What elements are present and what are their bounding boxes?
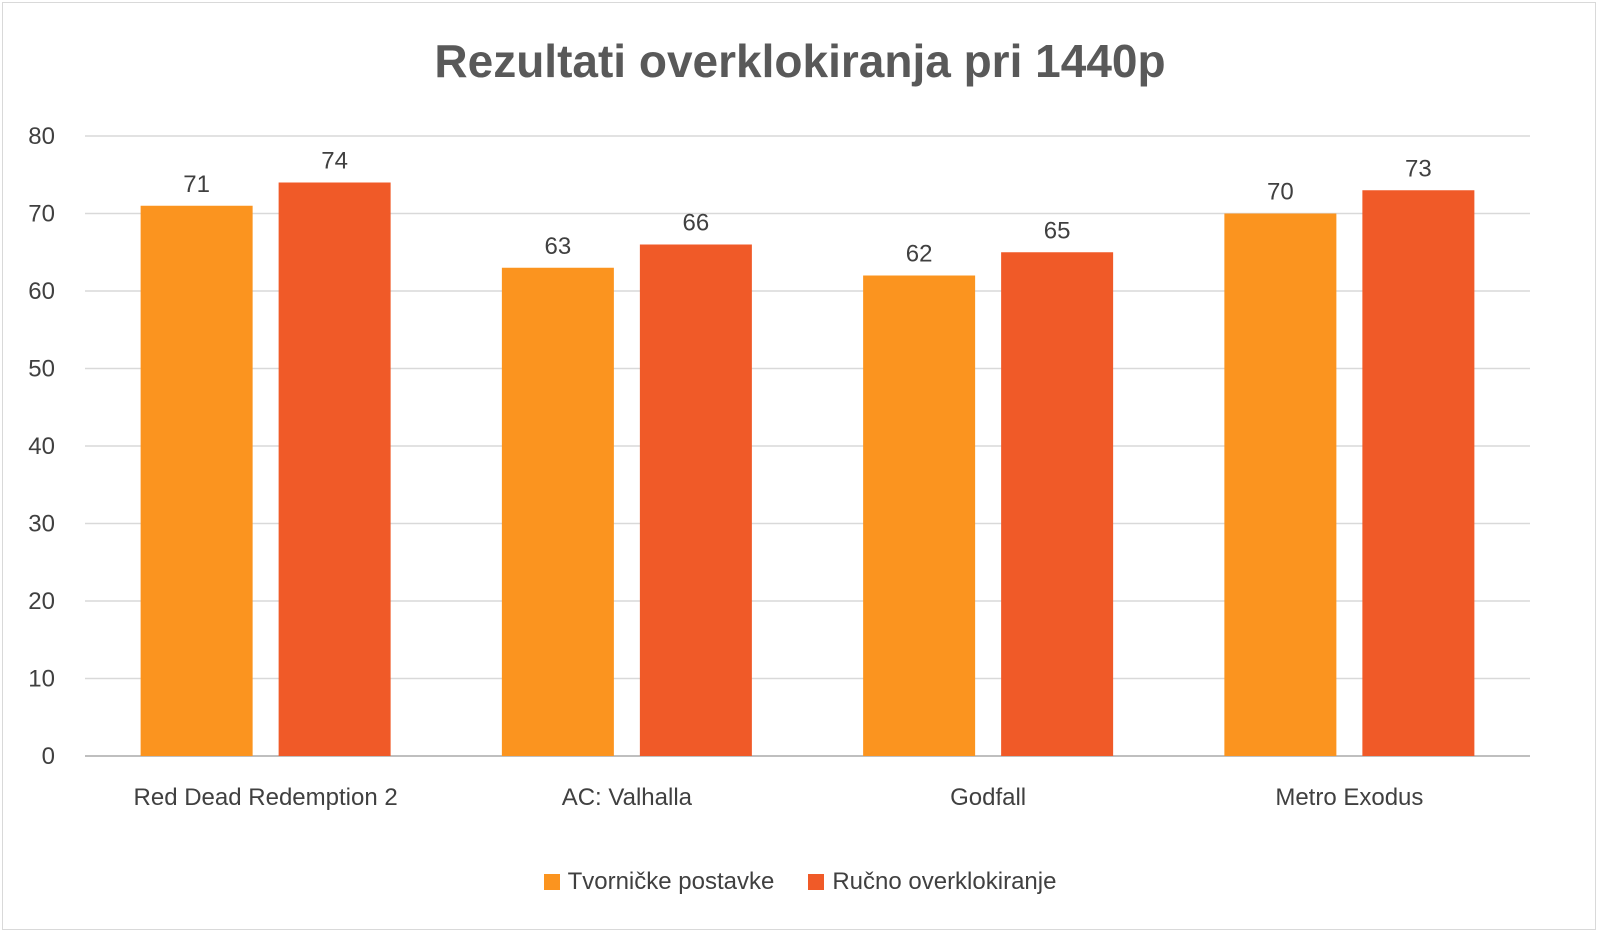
- y-tick-label-20: 20: [28, 588, 55, 615]
- data-label-rucno-3: 73: [1405, 155, 1432, 182]
- bar-tvornicke-0: [140, 205, 253, 756]
- bar-rucno-0: [278, 182, 391, 756]
- data-label-rucno-2: 65: [1044, 217, 1071, 244]
- bar-tvornicke-3: [1224, 213, 1337, 756]
- y-tick-label-10: 10: [28, 666, 55, 693]
- y-tick-label-70: 70: [28, 201, 55, 228]
- y-tick-label-40: 40: [28, 433, 55, 460]
- data-label-tvornicke-2: 62: [906, 241, 933, 268]
- bar-tvornicke-1: [501, 267, 614, 756]
- legend-label-tvornicke: Tvorničke postavke: [567, 868, 775, 895]
- x-category-label-2: Godfall: [950, 784, 1026, 811]
- y-tick-label-30: 30: [28, 511, 55, 538]
- y-tick-label-80: 80: [28, 123, 55, 150]
- y-tick-label-50: 50: [28, 356, 55, 383]
- chart-title: Rezultati overklokiranja pri 1440p: [434, 35, 1166, 87]
- data-label-rucno-1: 66: [683, 210, 710, 237]
- bars-layer: [140, 182, 1475, 756]
- y-tick-label-60: 60: [28, 278, 55, 305]
- legend-item-tvornicke: Tvorničke postavke: [543, 868, 775, 896]
- legend: Tvorničke postavke Ručno overklokiranje: [0, 868, 1600, 896]
- data-label-tvornicke-0: 71: [183, 171, 210, 198]
- bar-rucno-3: [1362, 190, 1475, 756]
- legend-label-rucno: Ručno overklokiranje: [832, 868, 1057, 895]
- x-category-label-3: Metro Exodus: [1275, 784, 1423, 811]
- y-tick-label-0: 0: [42, 743, 55, 770]
- data-label-tvornicke-1: 63: [545, 233, 572, 260]
- x-category-label-0: Red Dead Redemption 2: [134, 784, 398, 811]
- legend-swatch-rucno: [808, 874, 825, 890]
- legend-item-rucno: Ručno overklokiranje: [808, 868, 1056, 896]
- bar-tvornicke-2: [863, 275, 976, 756]
- bar-rucno-1: [639, 244, 752, 756]
- x-category-label-1: AC: Valhalla: [562, 784, 693, 811]
- bar-rucno-2: [1001, 252, 1114, 756]
- data-label-rucno-0: 74: [321, 148, 348, 175]
- legend-swatch-tvornicke: [543, 874, 560, 890]
- labels-layer: 0 10 20 30 40 50 60 70 80 71 74 Red Dead Redemption…: [28, 123, 1431, 811]
- data-label-tvornicke-3: 70: [1267, 179, 1294, 206]
